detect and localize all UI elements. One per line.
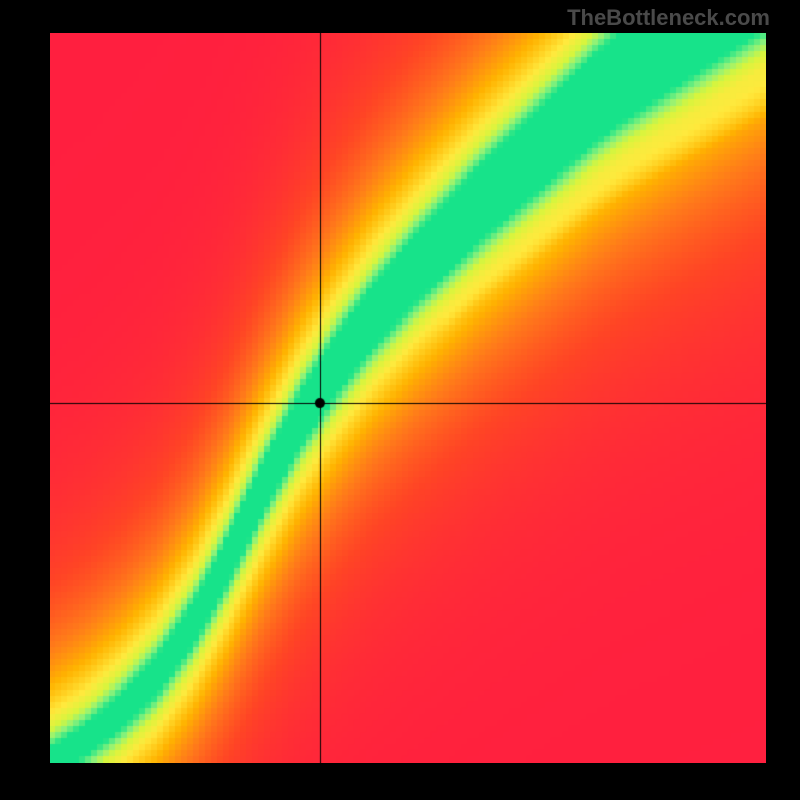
- watermark-label: TheBottleneck.com: [567, 5, 770, 31]
- chart-frame: TheBottleneck.com: [0, 0, 800, 800]
- heatmap-canvas: [50, 33, 766, 763]
